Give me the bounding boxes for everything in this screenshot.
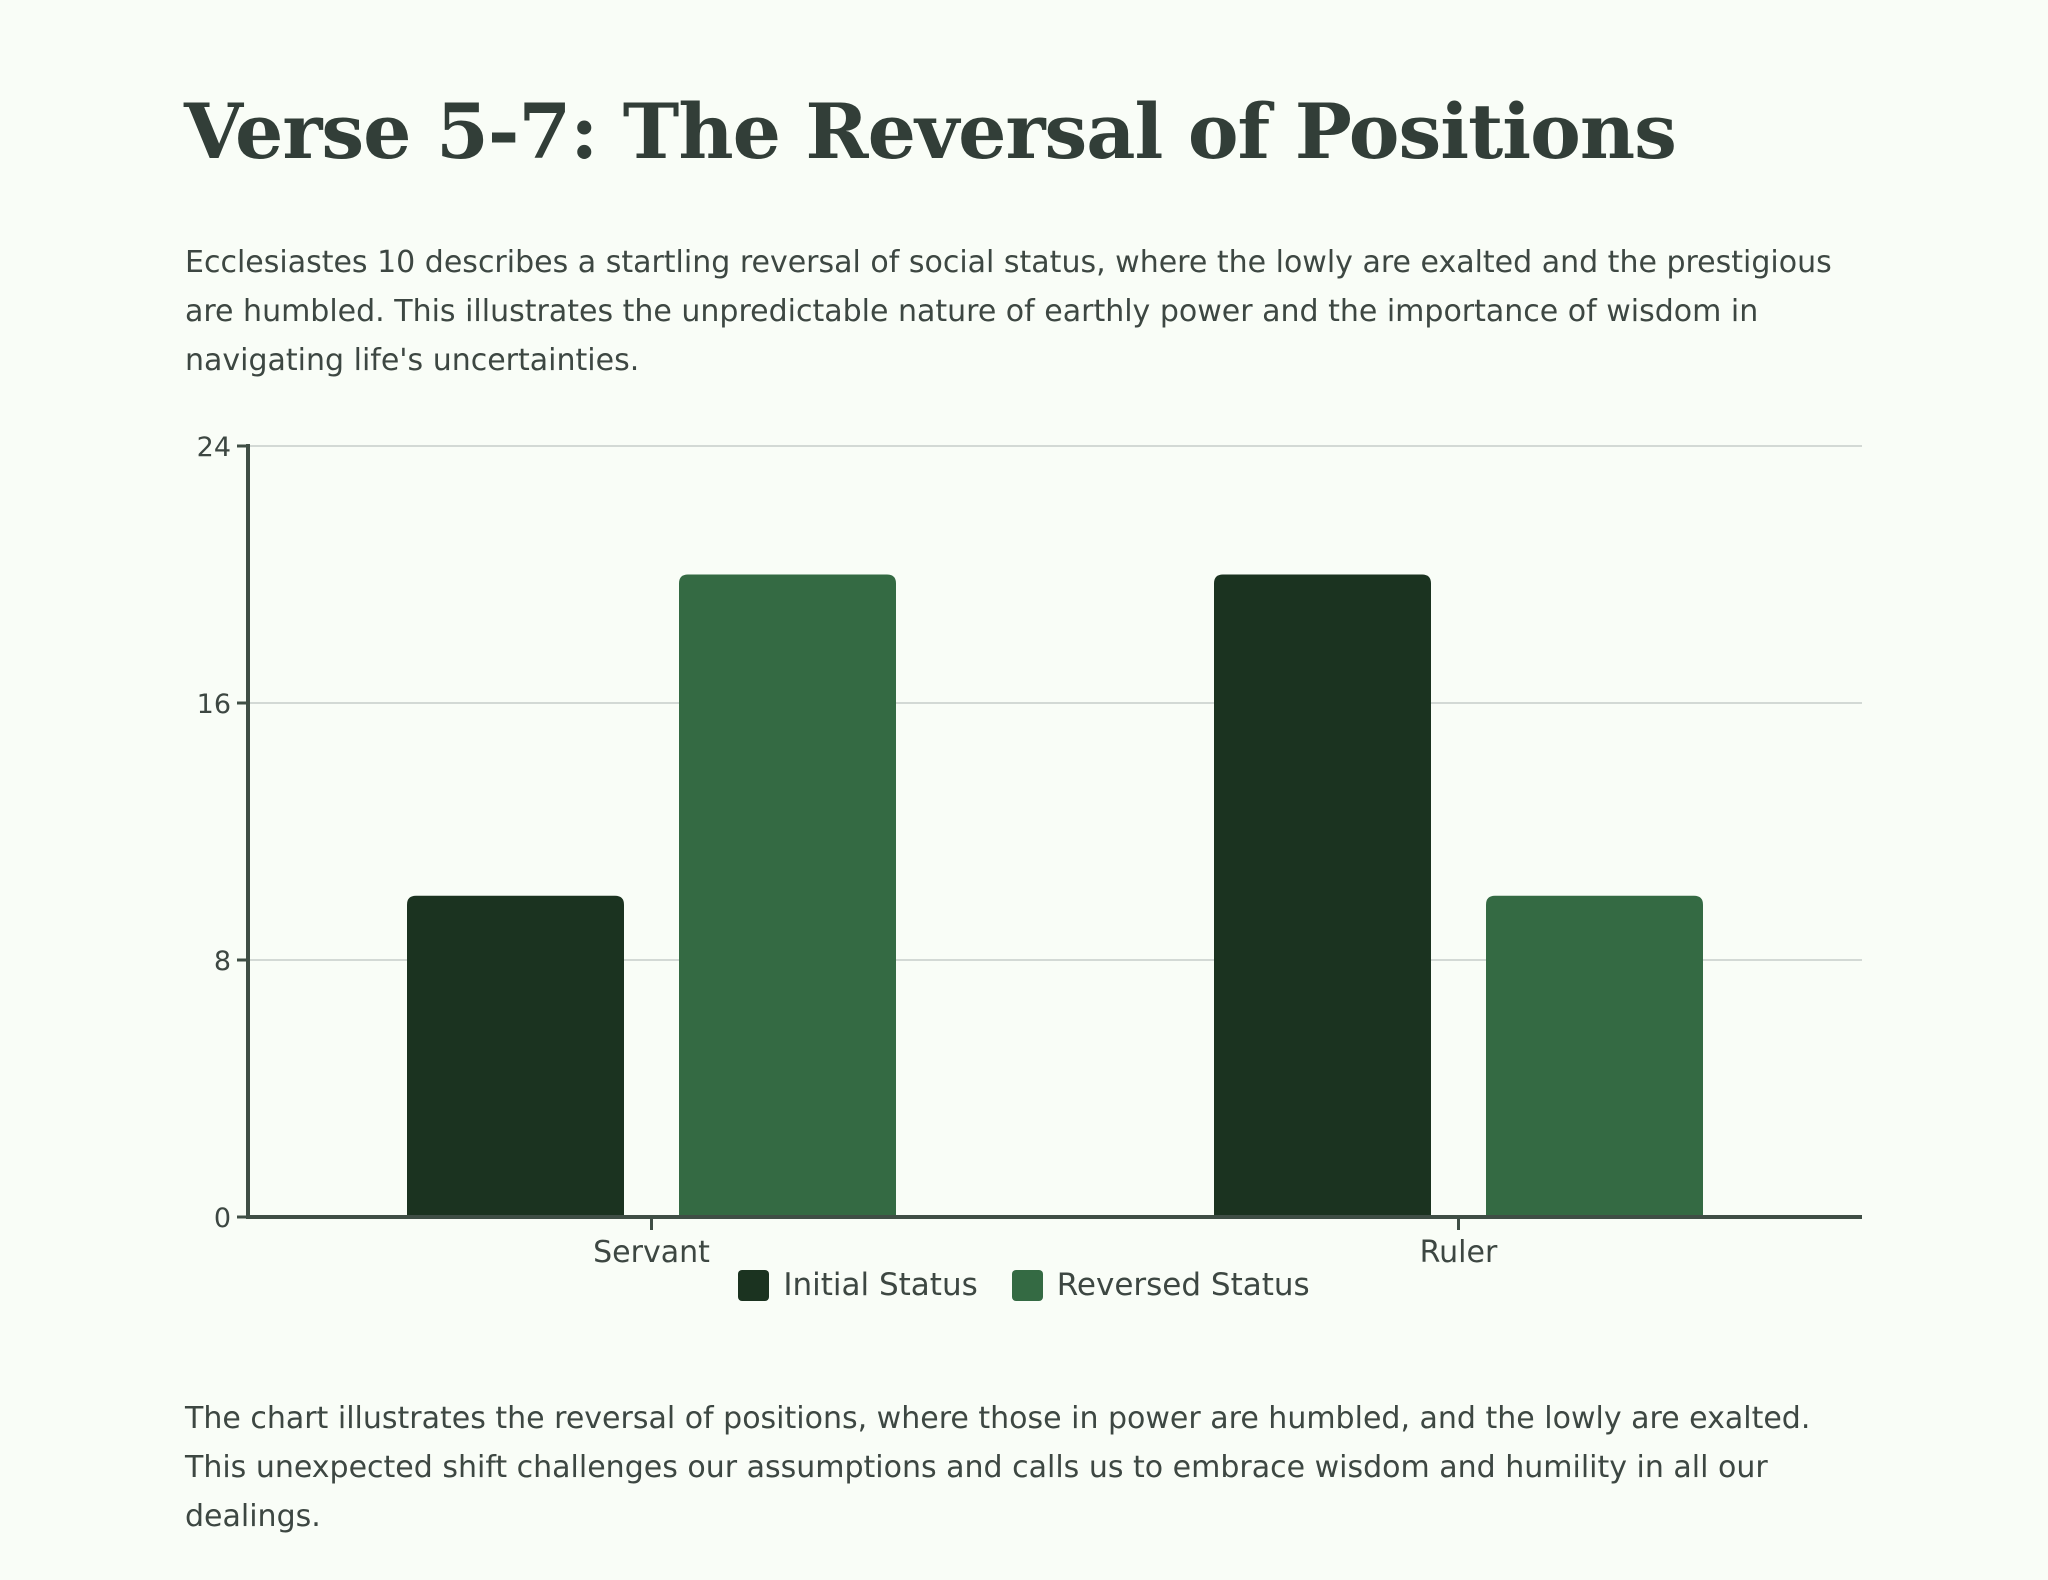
bar-servant-initial-status — [407, 895, 624, 1217]
intro-paragraph: Ecclesiastes 10 describes a startling re… — [185, 245, 1832, 378]
legend-item-reversed-status: Reversed Status — [1011, 1262, 1310, 1308]
legend-item-initial-status: Initial Status — [738, 1262, 978, 1308]
conclusion-paragraph: The chart illustrates the reversal of po… — [185, 1401, 1811, 1534]
x-category-label: Ruler — [1420, 1235, 1498, 1270]
x-category-label: Servant — [593, 1235, 710, 1270]
y-tick-label: 8 — [214, 946, 231, 977]
legend-label-initial: Initial Status — [783, 1267, 978, 1303]
bar-ruler-initial-status — [1214, 574, 1431, 1217]
bar-servant-reversed-status — [679, 574, 896, 1217]
chart-legend: Initial Status Reversed Status — [0, 1262, 2048, 1308]
y-tick-label: 16 — [197, 689, 231, 720]
y-tick-label: 0 — [214, 1203, 231, 1234]
page-title: Verse 5-7: The Reversal of Positions — [184, 87, 1677, 176]
legend-swatch-reversed — [1011, 1269, 1043, 1301]
bar-ruler-reversed-status — [1486, 895, 1703, 1217]
legend-swatch-initial — [738, 1269, 770, 1301]
y-tick-label: 24 — [197, 432, 231, 463]
legend-label-reversed: Reversed Status — [1056, 1267, 1310, 1303]
